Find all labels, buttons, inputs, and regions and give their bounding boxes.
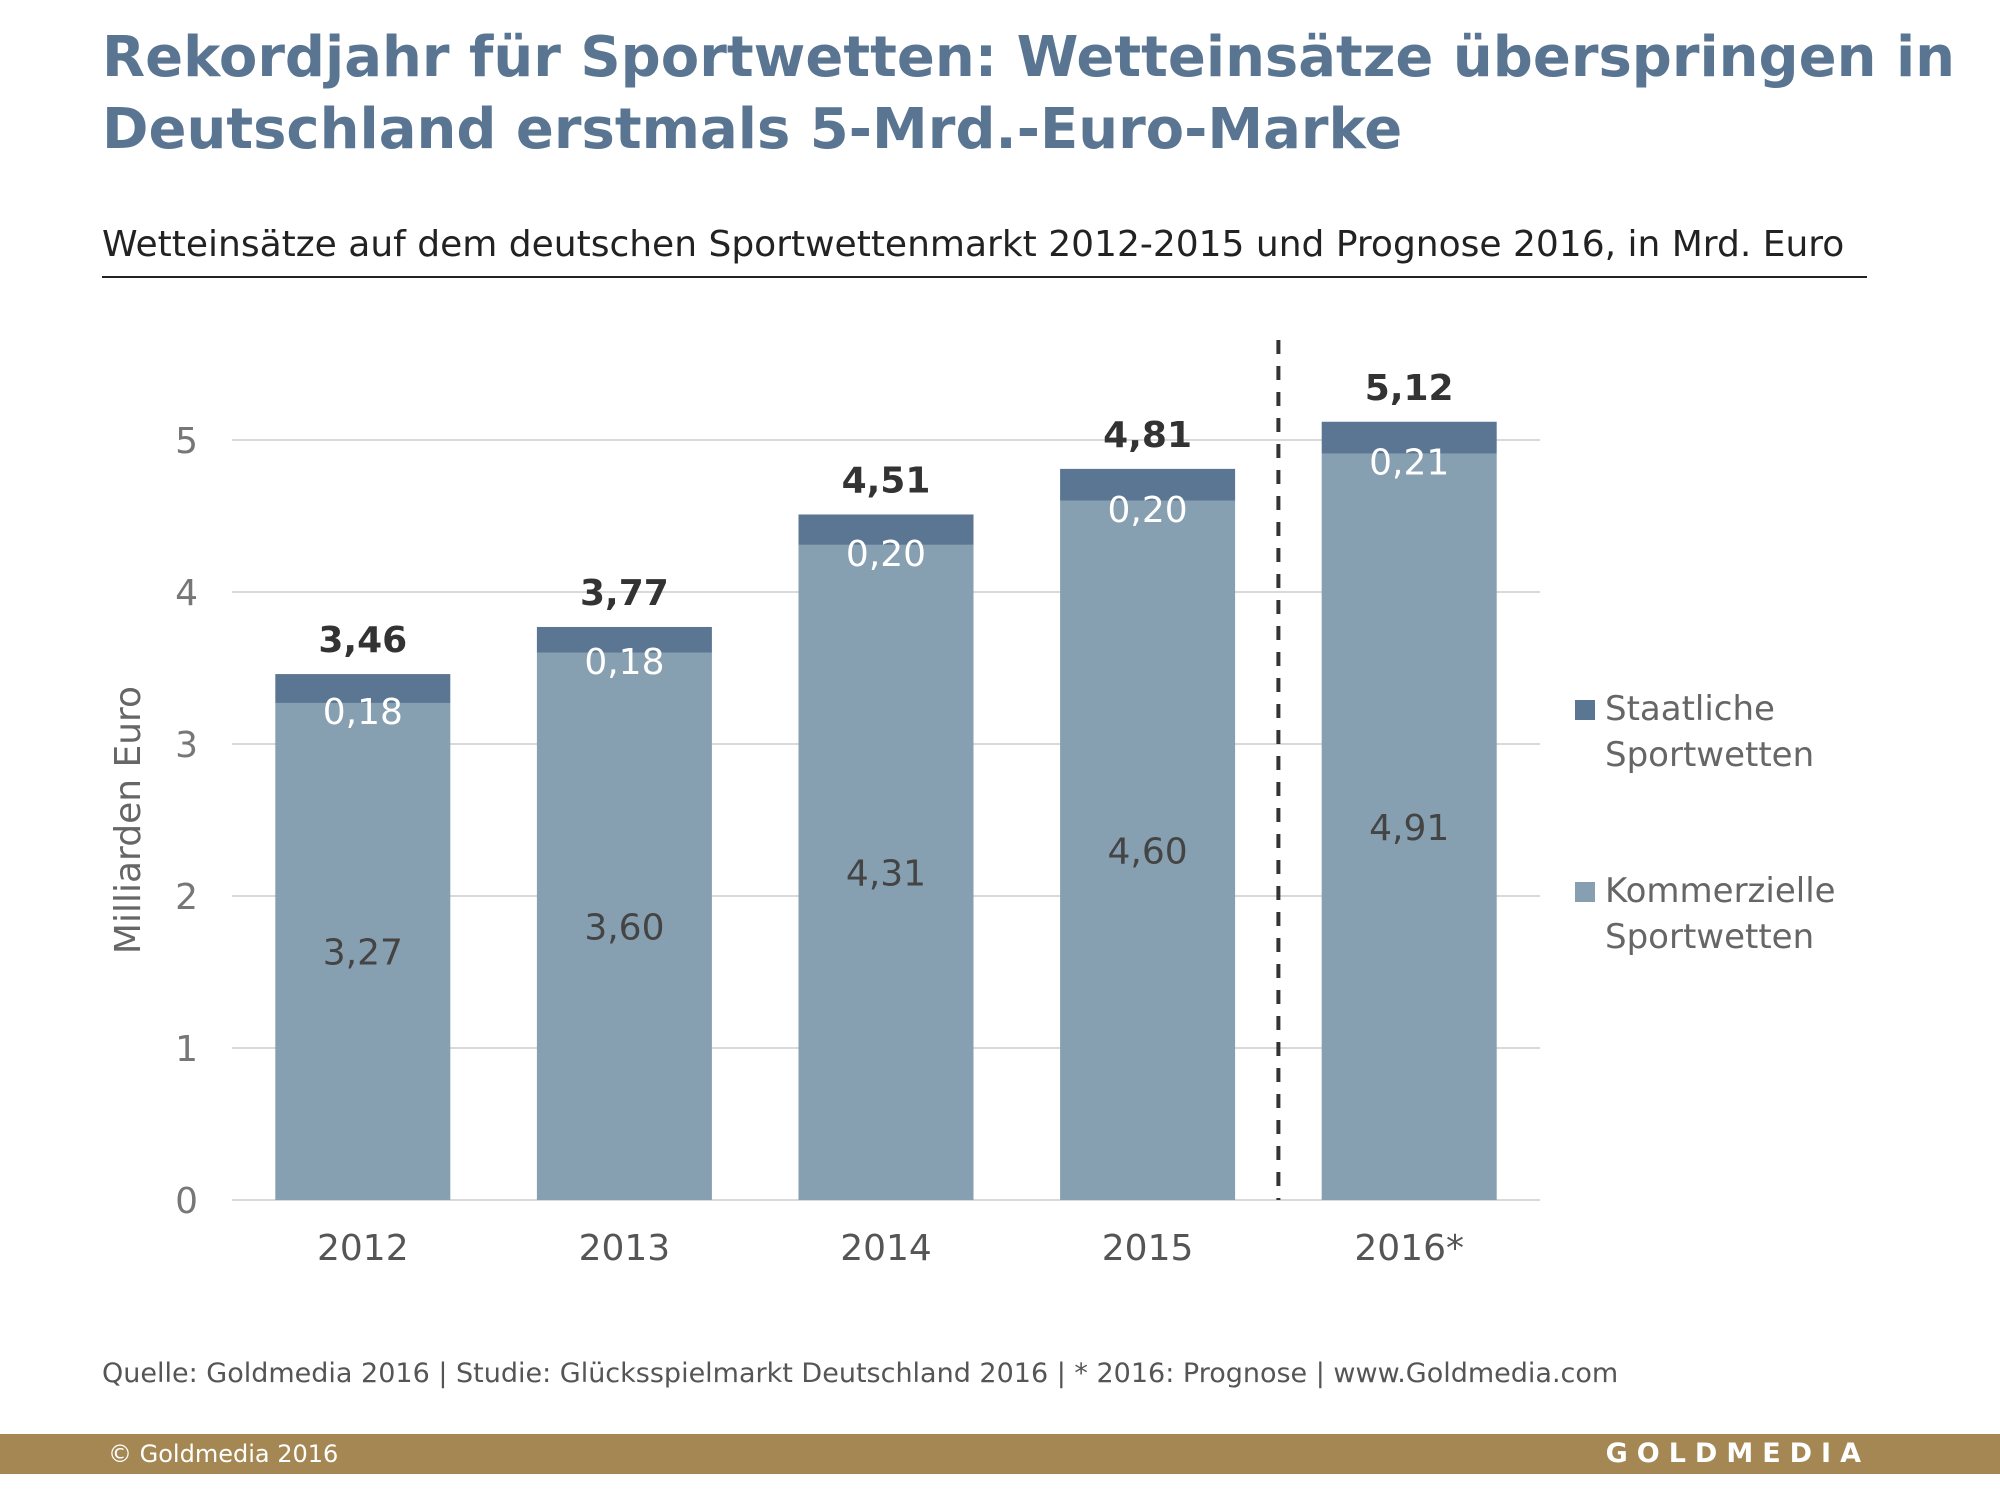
data-label-kommerziell-2016*: 4,91 bbox=[1369, 808, 1449, 849]
legend-swatch-staatlich bbox=[1575, 700, 1595, 720]
brand-logo-text: GOLDMEDIA bbox=[1605, 1438, 1870, 1469]
y-tick-label-0: 0 bbox=[175, 1181, 198, 1222]
bar-kommerziell-2016* bbox=[1321, 453, 1497, 1200]
y-tick-label-5: 5 bbox=[175, 421, 198, 462]
footer-bar: © Goldmedia 2016 GOLDMEDIA bbox=[0, 1434, 2000, 1474]
x-tick-label-2015: 2015 bbox=[1102, 1228, 1194, 1269]
bar-staatlich-2015 bbox=[1060, 468, 1236, 501]
x-tick-label-2013: 2013 bbox=[579, 1228, 671, 1269]
data-label-kommerziell-2013: 3,60 bbox=[584, 907, 664, 948]
y-tick-label-1: 1 bbox=[175, 1029, 198, 1070]
data-label-staatlich-2012: 0,18 bbox=[323, 692, 403, 733]
legend-swatch-kommerziell bbox=[1575, 882, 1595, 902]
x-tick-label-2014: 2014 bbox=[840, 1228, 932, 1269]
copyright-text: © Goldmedia 2016 bbox=[108, 1440, 339, 1468]
legend-label-staatlich-line2: Sportwetten bbox=[1605, 735, 1815, 775]
bar-staatlich-2012 bbox=[275, 674, 451, 703]
legend-label-staatlich-line1: Staatliche bbox=[1605, 689, 1775, 729]
data-label-staatlich-2015: 0,20 bbox=[1108, 490, 1188, 531]
source-note: Quelle: Goldmedia 2016 | Studie: Glückss… bbox=[102, 1358, 1619, 1389]
total-label-2013: 3,77 bbox=[580, 573, 669, 614]
data-label-staatlich-2016*: 0,21 bbox=[1369, 443, 1449, 484]
y-tick-label-2: 2 bbox=[175, 877, 198, 918]
bar-kommerziell-2012 bbox=[275, 702, 451, 1200]
bar-staatlich-2014 bbox=[798, 514, 974, 545]
data-label-staatlich-2013: 0,18 bbox=[584, 642, 664, 683]
y-tick-label-3: 3 bbox=[175, 725, 198, 766]
stacked-bar-chart: 0 1 2 3 4 5 Milliarden Euro 0,18 3,27 3,46 2012 0,1… bbox=[108, 340, 1540, 1269]
page-title: Rekordjahr für Sportwetten: Wetteinsätze… bbox=[102, 25, 1956, 162]
y-axis-label: Milliarden Euro bbox=[108, 686, 149, 954]
chart-subtitle: Wetteinsätze auf dem deutschen Sportwett… bbox=[102, 220, 1867, 278]
total-label-2014: 4,51 bbox=[842, 460, 931, 501]
x-tick-label-2012: 2012 bbox=[317, 1228, 409, 1269]
y-tick-label-4: 4 bbox=[175, 573, 198, 614]
data-label-kommerziell-2012: 3,27 bbox=[323, 932, 403, 973]
bar-kommerziell-2014 bbox=[798, 544, 974, 1200]
legend-label-kommerziell-line2: Sportwetten bbox=[1605, 917, 1815, 957]
total-label-2015: 4,81 bbox=[1103, 415, 1192, 456]
data-label-kommerziell-2014: 4,31 bbox=[846, 853, 926, 894]
bar-kommerziell-2015 bbox=[1060, 500, 1236, 1200]
total-label-2016*: 5,12 bbox=[1365, 368, 1454, 409]
bar-staatlich-2016* bbox=[1321, 421, 1497, 454]
data-label-kommerziell-2015: 4,60 bbox=[1108, 831, 1188, 872]
data-label-staatlich-2014: 0,20 bbox=[846, 534, 926, 575]
legend-label-kommerziell-line1: Kommerzielle bbox=[1605, 871, 1836, 911]
bar-staatlich-2013 bbox=[536, 626, 712, 653]
total-label-2012: 3,46 bbox=[318, 620, 407, 661]
x-tick-label-2016*: 2016* bbox=[1354, 1228, 1464, 1269]
bar-kommerziell-2013 bbox=[536, 652, 712, 1200]
